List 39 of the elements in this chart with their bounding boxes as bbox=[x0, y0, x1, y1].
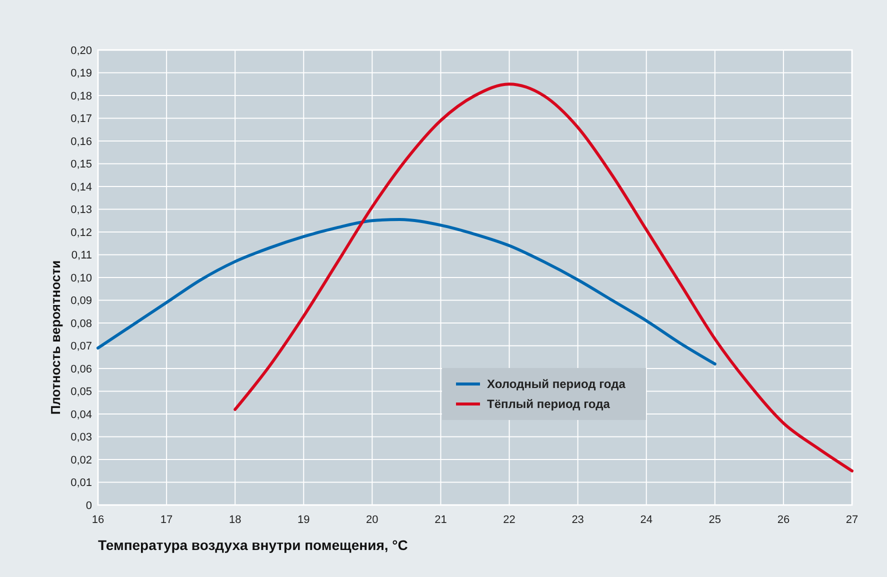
y-tick-label: 0,17 bbox=[70, 113, 92, 126]
x-tick-label: 20 bbox=[366, 514, 378, 526]
y-tick-label: 0,02 bbox=[70, 454, 92, 466]
x-tick-label: 17 bbox=[160, 514, 173, 526]
y-tick-label: 0,05 bbox=[70, 386, 92, 398]
line-series bbox=[96, 218, 716, 366]
y-tick-label: 0,15 bbox=[70, 158, 92, 171]
y-tick-label: 0,09 bbox=[70, 295, 92, 308]
x-tick-label: 19 bbox=[298, 514, 310, 526]
y-tick-label: 0,10 bbox=[70, 272, 92, 284]
y-tick-label: 0,08 bbox=[70, 318, 92, 330]
y-tick-label: 0,06 bbox=[70, 363, 92, 376]
y-tick-label: 0,01 bbox=[70, 477, 92, 490]
y-tick-label: 0,13 bbox=[70, 204, 92, 216]
y-tick-label: 0,12 bbox=[70, 226, 92, 239]
y-tick-label: 0,11 bbox=[71, 250, 92, 262]
y-tick-label: 0,07 bbox=[70, 340, 92, 353]
y-axis-title: Плотность вероятности bbox=[48, 260, 63, 415]
y-tick-label: 0 bbox=[86, 500, 92, 512]
y-tick-label: 0,14 bbox=[70, 181, 92, 194]
x-tick-label: 26 bbox=[777, 514, 790, 526]
y-tick-label: 0,16 bbox=[70, 136, 92, 148]
x-tick-label: 25 bbox=[708, 514, 722, 526]
y-tick-label: 0,03 bbox=[70, 432, 92, 444]
x-tick-label: 27 bbox=[846, 514, 858, 526]
x-tick-label: 24 bbox=[640, 514, 652, 526]
x-tick-label: 22 bbox=[503, 514, 516, 526]
legend-label: Холодный период года bbox=[487, 377, 626, 392]
y-tick-label: 0,04 bbox=[70, 408, 92, 421]
legend-label: Тёплый период года bbox=[487, 397, 610, 412]
y-tick-label: 0,20 bbox=[70, 44, 92, 57]
y-tick-label: 0,19 bbox=[70, 68, 92, 80]
x-tick-label: 18 bbox=[228, 514, 242, 526]
y-tick-label: 0,18 bbox=[70, 90, 92, 102]
x-tick-label: 16 bbox=[92, 514, 104, 526]
line-series bbox=[234, 82, 854, 472]
x-tick-label: 21 bbox=[434, 514, 447, 526]
x-tick-label: 23 bbox=[572, 514, 584, 526]
x-axis-title: Температура воздуха внутри помещения, °C bbox=[98, 537, 408, 553]
